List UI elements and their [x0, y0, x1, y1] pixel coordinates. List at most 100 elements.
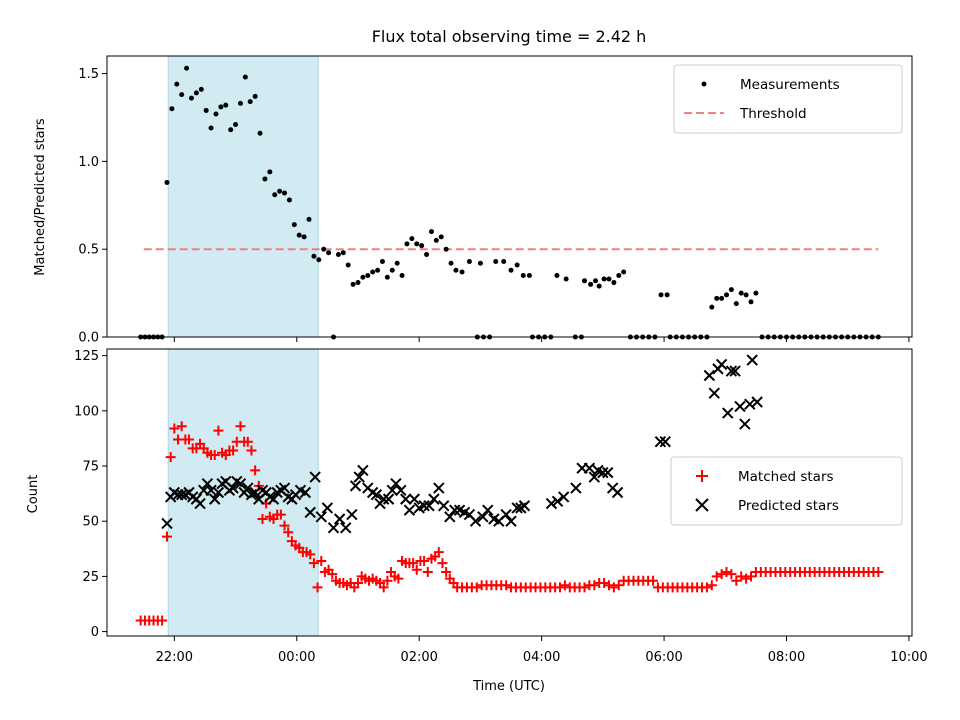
predicted-point: [433, 482, 445, 494]
measurement-point: [621, 269, 627, 275]
matched-point: [746, 571, 756, 582]
predicted-point: [400, 493, 412, 505]
predicted-point: [227, 482, 239, 494]
count-plot-area: 0 25 50 75 100 125 22:00 00:00 02:00 04:00 06:00 08…: [74, 348, 928, 665]
measurement-point: [443, 246, 449, 252]
measurement-point: [193, 90, 199, 96]
predicted-point: [500, 508, 512, 521]
x-tick-label: 08:00: [768, 650, 805, 665]
matched-point: [613, 580, 624, 591]
measurement-point: [340, 250, 346, 256]
measurement-point: [233, 121, 239, 127]
measurement-point: [370, 269, 376, 275]
measurement-point: [223, 102, 229, 108]
matched-point: [184, 434, 195, 445]
predicted-point: [734, 400, 746, 413]
predicted-point: [357, 464, 369, 477]
matched-point: [731, 575, 742, 586]
x-tick-label: 00:00: [278, 650, 315, 665]
matched-point: [741, 573, 752, 584]
measurement-point: [459, 269, 465, 275]
matched-point: [235, 421, 246, 432]
matched-point: [419, 555, 430, 566]
measurement-point: [404, 241, 410, 247]
x-tick-label: 10:00: [890, 650, 927, 665]
count-y-axis-label: Count: [26, 475, 41, 514]
matched-point: [721, 566, 732, 577]
measurement-point: [179, 92, 185, 98]
count-series-matched-stars: [135, 421, 884, 626]
predicted-point: [482, 504, 494, 516]
predicted-point: [370, 489, 383, 501]
measurement-point: [291, 222, 297, 228]
predicted-point: [395, 484, 407, 496]
ratio-shaded-band: [167, 55, 319, 338]
matched-point: [711, 571, 722, 582]
matched-point: [471, 582, 482, 593]
predicted-point: [327, 522, 340, 534]
ratio-plot-area: 0.0 0.5 1.0 1.5: [78, 55, 913, 346]
predicted-point: [349, 480, 362, 492]
measurement-point: [355, 280, 361, 286]
measurement-point: [664, 292, 670, 298]
measurement-point: [733, 301, 739, 307]
matched-legend-marker: [696, 470, 708, 482]
x-tick-label: 04:00: [523, 650, 560, 665]
measurement-point: [601, 276, 607, 282]
measurement-point: [611, 280, 617, 286]
measurement-point: [379, 258, 385, 264]
predicted-point: [299, 486, 312, 499]
predicted-point: [382, 493, 395, 505]
predicted-point: [518, 500, 531, 512]
matched-point: [393, 573, 404, 584]
measurement-point: [753, 290, 759, 296]
matched-point: [716, 569, 727, 580]
measurement-point: [384, 274, 390, 280]
predicted-point: [725, 365, 738, 377]
measurement-point: [169, 106, 175, 112]
measurement-point: [419, 243, 425, 249]
measurement-point: [345, 262, 351, 268]
measurement-point: [728, 287, 734, 293]
matched-point: [242, 436, 253, 447]
measurement-point: [316, 257, 322, 263]
matched-point: [327, 569, 338, 580]
predicted-point: [321, 502, 334, 514]
measurement-point: [593, 278, 599, 284]
measurement-point: [501, 258, 507, 264]
matched-point: [701, 582, 712, 593]
predicted-point: [315, 511, 327, 523]
ratio-y-tick-label: 1.5: [78, 67, 99, 82]
matched-point: [726, 569, 737, 580]
measurement-point: [738, 290, 744, 296]
predicted-point: [205, 484, 217, 496]
measurement-point: [616, 273, 622, 279]
measurement-point: [448, 260, 454, 266]
predicted-point: [570, 482, 582, 494]
measurement-point: [272, 192, 278, 198]
predicted-point: [583, 462, 596, 474]
predicted-point: [708, 387, 720, 399]
predicted-point: [744, 398, 756, 410]
count-y-tick-label: 50: [82, 515, 99, 530]
measurement-point: [409, 236, 415, 242]
matched-point: [441, 566, 452, 577]
measurement-point: [520, 273, 526, 279]
measurement-point: [321, 246, 327, 252]
measurement-point: [714, 295, 720, 301]
matched-point: [603, 580, 614, 591]
measurement-point: [301, 234, 307, 240]
measurement-point: [277, 188, 283, 194]
measurement-point: [477, 260, 483, 266]
ratio-series-measurements: [138, 65, 881, 340]
predicted-point: [739, 418, 751, 430]
measurement-point: [748, 299, 754, 305]
predicted-point: [505, 515, 517, 527]
count-y-tick-label: 125: [74, 349, 99, 364]
x-axis-label: Time (UTC): [472, 679, 545, 694]
predicted-point: [511, 502, 523, 514]
measurement-point: [424, 251, 430, 257]
measurement-point: [414, 241, 420, 247]
measurement-point: [164, 179, 170, 185]
